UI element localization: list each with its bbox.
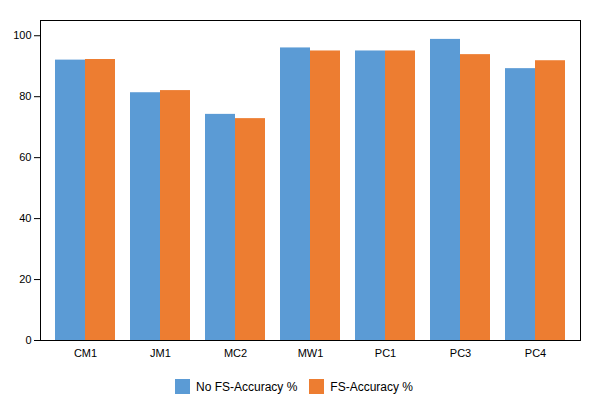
- html-text:FS-Accuracy %: FS-Accuracy %: [330, 379, 413, 394]
- svg-text:40: 40: [19, 212, 31, 224]
- svg-text:PC4: PC4: [525, 347, 546, 359]
- svg-text:80: 80: [19, 90, 31, 102]
- html-text:No FS-Accuracy %: No FS-Accuracy %: [196, 379, 298, 394]
- svg-text:MW1: MW1: [298, 347, 324, 359]
- svg-text:JM1: JM1: [150, 347, 171, 359]
- svg-text:PC1: PC1: [375, 347, 396, 359]
- svg-text:20: 20: [19, 273, 31, 285]
- svg-text:CM1: CM1: [74, 347, 97, 359]
- svg-text:0: 0: [25, 334, 31, 346]
- svg-text:MC2: MC2: [224, 347, 247, 359]
- svg-text:PC3: PC3: [450, 347, 471, 359]
- svg-text:100: 100: [13, 29, 31, 41]
- svg-text:60: 60: [19, 151, 31, 163]
